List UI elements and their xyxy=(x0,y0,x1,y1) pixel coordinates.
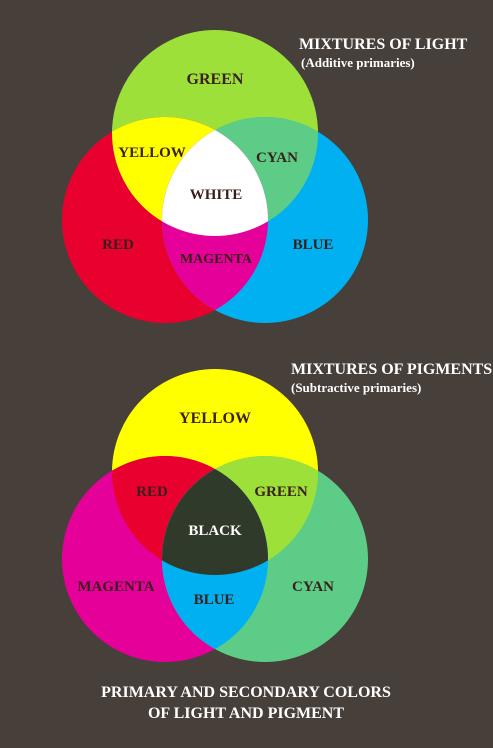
additive-white-center xyxy=(162,117,268,236)
subtractive-label-black: BLACK xyxy=(188,523,242,539)
additive-label-blue: BLUE xyxy=(293,237,334,253)
additive-label-cyan: CYAN xyxy=(256,150,298,166)
additive-label-red: RED xyxy=(102,237,134,253)
subtractive-label-green: GREEN xyxy=(254,484,308,500)
footer-caption-line2: OF LIGHT AND PIGMENT xyxy=(148,705,344,722)
additive-label-green: GREEN xyxy=(187,71,244,88)
additive-label-white: WHITE xyxy=(190,187,243,203)
additive-venn: GREEN YELLOW CYAN WHITE RED MAGENTA BLUE xyxy=(62,30,368,323)
additive-subheading: (Additive primaries) xyxy=(301,55,415,70)
subtractive-heading: MIXTURES OF PIGMENTS xyxy=(291,361,492,378)
additive-label-yellow: YELLOW xyxy=(118,145,186,161)
footer-caption-line1: PRIMARY AND SECONDARY COLORS xyxy=(101,684,391,701)
subtractive-label-blue: BLUE xyxy=(194,592,235,608)
subtractive-label-yellow: YELLOW xyxy=(179,410,251,427)
additive-heading: MIXTURES OF LIGHT xyxy=(299,36,468,53)
additive-label-magenta: MAGENTA xyxy=(180,252,253,267)
subtractive-subheading: (Subtractive primaries) xyxy=(291,380,421,395)
subtractive-black-center xyxy=(162,456,268,575)
subtractive-label-cyan: CYAN xyxy=(292,579,334,595)
subtractive-label-magenta: MAGENTA xyxy=(77,579,154,595)
subtractive-venn: YELLOW RED GREEN BLACK MAGENTA BLUE CYAN xyxy=(62,369,368,662)
subtractive-label-red: RED xyxy=(136,484,168,500)
